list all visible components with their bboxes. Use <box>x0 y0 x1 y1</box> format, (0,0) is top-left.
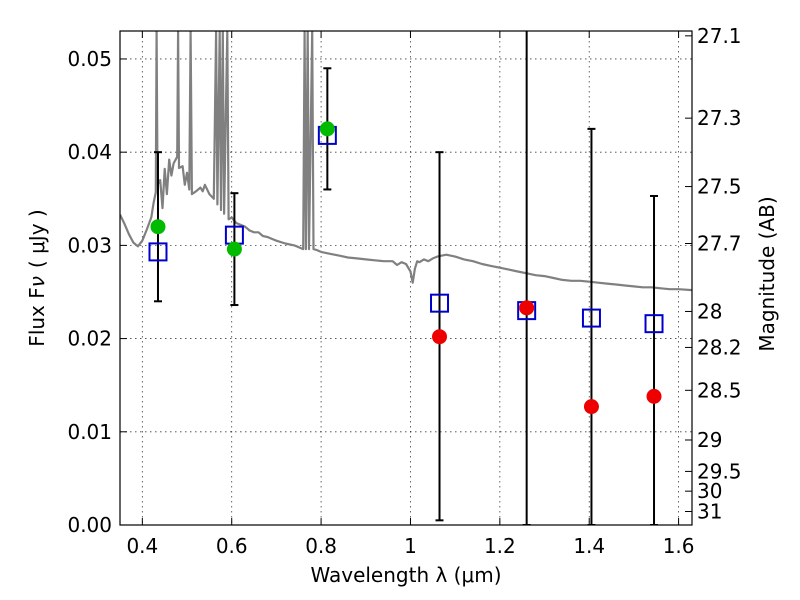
model-square-point <box>148 242 168 262</box>
y-axis-label-unit: ( μJy ) <box>25 209 49 268</box>
observed-point <box>226 241 242 257</box>
y-tick-label: 0.05 <box>67 47 112 71</box>
x-tick-label: 0.8 <box>305 534 337 558</box>
observed-point <box>150 219 166 235</box>
model-square-point <box>430 293 450 313</box>
y2-tick-label: 27.5 <box>697 175 742 199</box>
y-axis-label-subscript: ν <box>25 276 49 287</box>
spectrum-line <box>120 31 692 292</box>
model-square-point <box>644 314 664 334</box>
y2-tick-label: 30 <box>697 479 722 503</box>
x-tick-label: 1.6 <box>663 534 695 558</box>
y-tick-label: 0.03 <box>67 233 112 257</box>
y-axis: 0.00 0.01 0.02 0.03 0.04 0.05 <box>67 47 127 537</box>
y2-tick-label: 28 <box>697 299 722 323</box>
x-axis: 0.4 0.6 0.8 1 1.2 1.4 1.6 <box>126 31 695 558</box>
x-tick-label: 1.2 <box>484 534 516 558</box>
observed-point <box>432 329 448 345</box>
x-tick-label: 1 <box>404 534 417 558</box>
y2-axis-label: Magnitude (AB) <box>755 196 779 351</box>
plot-area <box>120 31 692 525</box>
grid <box>120 31 692 526</box>
y2-tick-label: 27.3 <box>697 106 742 130</box>
y2-tick-label: 29 <box>697 428 722 452</box>
y2-tick-label: 28.5 <box>697 378 742 402</box>
y-tick-label: 0.01 <box>67 420 112 444</box>
y2-tick-label: 29.5 <box>697 459 742 483</box>
observed-point <box>319 121 335 137</box>
y-tick-label: 0.02 <box>67 327 112 351</box>
y-tick-label: 0.00 <box>67 513 112 537</box>
plot-frame <box>119 30 693 526</box>
y2-tick-label: 28.2 <box>697 335 742 359</box>
y-tick-label: 0.04 <box>67 140 112 164</box>
x-tick-label: 1.4 <box>573 534 605 558</box>
observed-point <box>519 300 535 316</box>
observed-point <box>583 399 599 415</box>
model-square-point <box>581 308 601 328</box>
x-tick-label: 0.4 <box>126 534 158 558</box>
x-tick-label: 0.6 <box>216 534 248 558</box>
y-axis-label: Flux Fν ( μJy ) <box>25 209 49 346</box>
observed-point <box>646 388 662 404</box>
y2-tick-label: 31 <box>697 499 722 523</box>
y2-tick-label: 27.1 <box>697 24 742 48</box>
y-axis-label-main: Flux F <box>25 287 49 346</box>
x-axis-label: Wavelength λ (μm) <box>310 563 501 587</box>
y2-tick-label: 27.7 <box>697 232 742 256</box>
